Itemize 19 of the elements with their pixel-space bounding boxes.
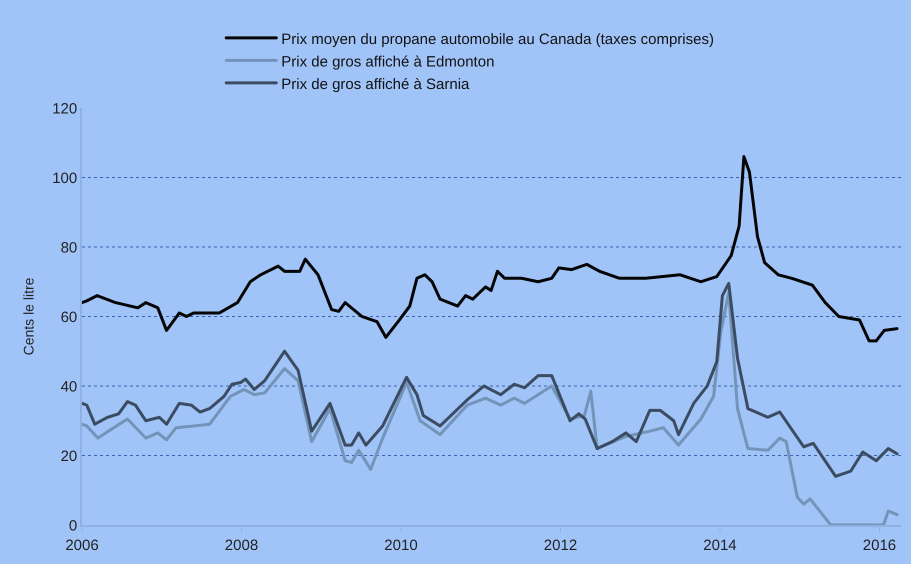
x-tick-label: 2006 <box>65 536 99 554</box>
y-tick-label: 0 <box>68 517 78 534</box>
x-tick-label: 2016 <box>862 536 896 554</box>
y-tick-label: 100 <box>52 170 78 187</box>
legend-label: Prix de gros affiché à Edmonton <box>281 53 494 70</box>
x-tick-label: 2014 <box>703 536 737 554</box>
y-tick-label: 40 <box>60 378 78 396</box>
y-tick-label: 20 <box>60 448 78 465</box>
x-tick-label: 2010 <box>384 536 418 554</box>
y-tick-label: 120 <box>52 100 78 118</box>
line-series <box>82 282 899 478</box>
x-tick-label: 2008 <box>224 536 258 554</box>
line-series <box>82 155 899 342</box>
legend-label: Prix de gros affiché à Sarnia <box>281 76 470 93</box>
x-tick-label: 2012 <box>544 536 578 554</box>
y-tick-label: 80 <box>60 239 78 256</box>
y-axis-title: Cents le litre <box>20 277 36 356</box>
y-tick-label: 60 <box>60 308 78 326</box>
legend-label: Prix moyen du propane automobile au Canada (taxes comprises) <box>281 30 714 48</box>
